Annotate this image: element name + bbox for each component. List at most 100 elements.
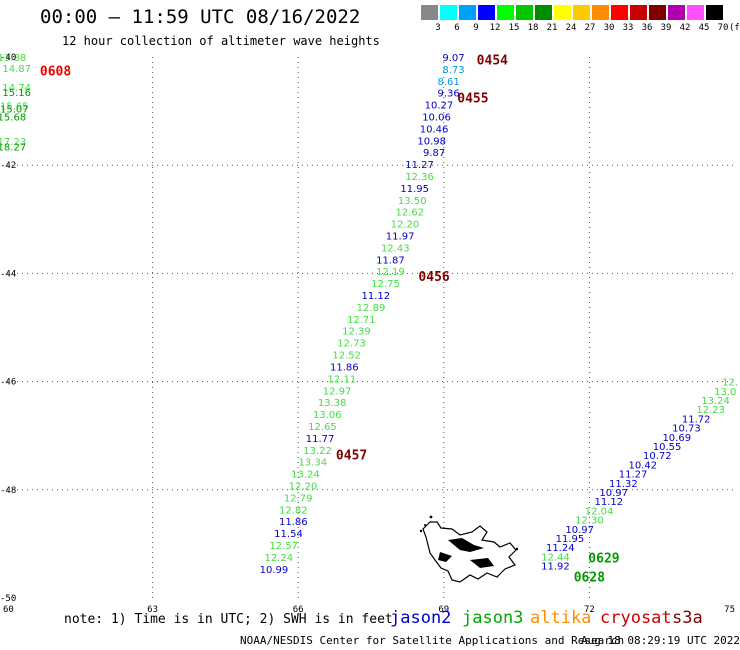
- swh-value: 10.69: [662, 433, 691, 444]
- swh-value: 11.92: [541, 562, 570, 573]
- swh-value: 11.32: [609, 479, 638, 490]
- legend-label: 39: [660, 23, 672, 33]
- swh-value: 11.86: [279, 517, 308, 528]
- swh-value: 10.97: [565, 525, 594, 536]
- swh-value: 12.19: [376, 267, 405, 278]
- swh-value: 13.38: [318, 398, 347, 409]
- lat-tick-label: -44: [0, 269, 16, 279]
- swh-value: 11.72: [682, 414, 711, 425]
- legend-swatch: [630, 5, 647, 20]
- pass-time-label: 0456: [418, 270, 449, 285]
- lat-lon-grid: [7, 57, 735, 598]
- lon-tick-label: 60: [3, 605, 14, 615]
- swh-value: 9.36: [438, 89, 460, 100]
- lat-tick-label: -48: [0, 486, 16, 496]
- map-title: 00:00 — 11:59 UTC 08/16/2022: [40, 6, 361, 28]
- lon-tick-label: 63: [147, 605, 158, 615]
- legend-label: 9: [473, 23, 479, 33]
- legend-swatch: [611, 5, 628, 20]
- legend-label: 33: [622, 23, 634, 33]
- legend-label: 45: [698, 23, 710, 33]
- swh-value: 12.39: [342, 327, 371, 338]
- swh-value: 12.04: [585, 506, 614, 517]
- credit-text: NOAA/NESDIS Center for Satellite Applica…: [240, 634, 625, 647]
- satellite-jason2: jason2: [390, 608, 452, 628]
- swh-value: 11.54: [274, 529, 303, 540]
- swh-value: 12.62: [396, 208, 425, 219]
- swh-value: 12.20: [289, 481, 318, 492]
- legend-swatch: [535, 5, 552, 20]
- swh-value: 10.06: [422, 113, 451, 124]
- swh-value: 8.61: [438, 77, 460, 88]
- legend-swatch: [459, 5, 476, 20]
- swh-value: 10.99: [260, 565, 289, 576]
- swh-value: 11.87: [376, 255, 405, 266]
- legend-label: 3: [435, 23, 441, 33]
- legend-label: 27: [584, 23, 596, 33]
- legend-swatch: [668, 5, 685, 20]
- satellite-altika: altika: [530, 608, 592, 628]
- legend-swatch: [516, 5, 533, 20]
- swh-value: 13.50: [398, 196, 427, 207]
- swh-value: 17.23: [0, 137, 26, 148]
- swh-value: 15.16: [2, 88, 31, 99]
- swh-value: 10.46: [420, 124, 449, 135]
- footnote: note: 1) Time is in UTC; 2) SWH is in fe…: [64, 612, 393, 627]
- swh-value: 12.89: [357, 303, 386, 314]
- swh-value: 11.77: [306, 434, 335, 445]
- satellite-cryosat: cryosat: [600, 608, 672, 628]
- swh-value: 12.36: [405, 172, 434, 183]
- pass-time-label: 0457: [336, 449, 367, 464]
- pass-time-labels: 0608 0454 0455 0456 0457 0629 0628: [40, 54, 620, 586]
- satellite-s3a: s3a: [672, 608, 703, 628]
- swh-value: 10.98: [417, 136, 446, 147]
- legend-label: 42: [679, 23, 691, 33]
- swh-value: 15.07: [0, 104, 29, 115]
- legend-label: 36: [641, 23, 653, 33]
- swh-value: 9.87: [423, 148, 445, 159]
- swh-value: 15.68: [0, 113, 26, 124]
- swh-value: 12.52: [332, 351, 361, 362]
- legend-label: 12: [489, 23, 501, 33]
- lon-tick-label: 66: [293, 605, 304, 615]
- swh-value: 10.27: [425, 101, 454, 112]
- legend-swatch: [687, 5, 704, 20]
- swh-value: 13.06: [313, 410, 342, 421]
- lat-tick-label: -46: [0, 378, 16, 388]
- swh-value: 12.57: [269, 541, 298, 552]
- swh-value: 12.24: [264, 553, 293, 564]
- swh-value: 12.65: [308, 422, 337, 433]
- legend-label: 30: [603, 23, 615, 33]
- swh-value: 10.73: [672, 424, 701, 435]
- swh-value: 13.22: [303, 446, 332, 457]
- swh-value: 11.12: [362, 291, 391, 302]
- legend-swatch: [478, 5, 495, 20]
- kerguelen-islands: [419, 515, 519, 583]
- legend-label: 6: [454, 23, 460, 33]
- legend-swatch: [497, 5, 514, 20]
- swh-value: 12.23: [696, 405, 725, 416]
- swh-value: 12.97: [323, 386, 352, 397]
- swh-value: 10.72: [643, 451, 672, 462]
- swh-value: 12.44: [541, 552, 570, 563]
- swh-value: 9.07: [442, 53, 464, 64]
- swh-value: 10.55: [653, 442, 682, 453]
- legend-swatch: [649, 5, 666, 20]
- swh-value: 13.88: [0, 53, 26, 64]
- lon-tick-label: 72: [584, 605, 595, 615]
- swh-value: 14.87: [2, 64, 31, 75]
- legend-label: 18: [527, 23, 539, 33]
- legend-label: 70: [717, 23, 729, 33]
- swh-value: 12.79: [284, 493, 313, 504]
- swh-value: 18.27: [0, 142, 26, 153]
- legend-label: 24: [565, 23, 577, 33]
- swh-value: 11.24: [546, 543, 575, 554]
- pass-time-label: 0455: [457, 92, 488, 107]
- swh-value: 12.82: [279, 505, 308, 516]
- pass-time-label: 0608: [40, 65, 71, 80]
- swh-value: 12.73: [337, 339, 366, 350]
- swh-value: 12.: [722, 378, 738, 389]
- lat-tick-label: -40: [0, 53, 16, 63]
